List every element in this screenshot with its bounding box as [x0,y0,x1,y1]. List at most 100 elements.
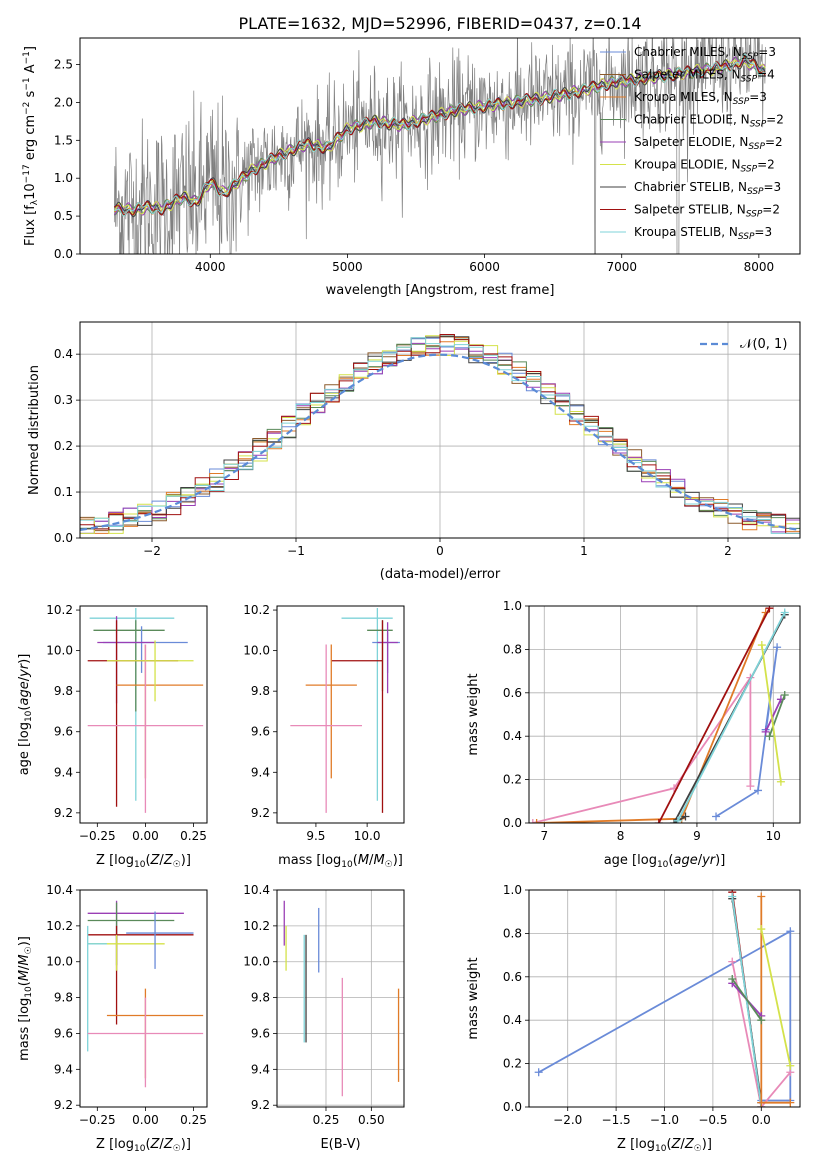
label-part: SSP [738,232,755,242]
x-tick-label: −1 [287,544,305,558]
model-line-salpeter_elodie [113,56,766,216]
label-part: −1 [22,77,32,90]
label-part: −17 [22,164,32,183]
weight-marker-salpeter_stelib [654,819,663,823]
weight-line-kroupa_stelib [731,896,763,1107]
label-part: / [698,853,703,868]
y-tick-label: 0.2 [503,773,522,787]
y-tick-label: 1.0 [503,883,522,897]
x-axis-label: Z [log10(Z/Z☉)] [96,853,191,870]
weight-marker-chabrier_miles [773,643,782,652]
x-tick-label: −0.5 [698,1113,727,1127]
y-tick-label: 0.4 [503,729,522,743]
weight-marker-chabrier_elodie [728,974,737,983]
x-tick-label: 0 [436,544,444,558]
label-part: SSP [742,52,759,62]
x-tick-label: 7000 [606,260,637,274]
model-line-kroupa_stelib [114,53,766,217]
y-tick-label: 10.0 [46,644,73,658]
label-part: =2 [757,158,775,172]
label-part: 10 [657,860,669,870]
label-part: )] [181,1137,191,1152]
label-part: )] [17,654,32,664]
legend-label: Kroupa ELODIE, NSSP=2 [634,158,775,175]
label-part: Kroupa MILES, N [634,90,733,104]
x-tick-label: 1 [580,544,588,558]
y-tick-label: 10.2 [243,919,270,933]
x-axis-label: age [log10(age/yr)] [604,853,726,870]
label-part: Salpeter STELIB, N [634,203,746,217]
label-part: / [369,853,374,868]
axes-frame [79,605,208,824]
weight-marker-chabrier_miles [712,812,721,821]
label-part: 10 [24,986,34,998]
y-tick-label: 0.8 [503,926,522,940]
x-tick-label: 0.25 [313,1113,340,1127]
y-tick-label: 2.0 [54,95,73,109]
plot-area-weight_vs_Z [529,890,800,1107]
label-part: )] [17,936,32,946]
label-part: Z [684,1137,695,1152]
label-part: age [17,681,32,705]
weight-marker-chabrier_miles [534,1068,543,1077]
label-part: Flux [f [23,205,38,246]
y-tick-label: 9.8 [251,991,270,1005]
label-part: yr [701,853,717,868]
label-part: yr [17,662,32,678]
y-axis-label: mass weight [466,957,481,1039]
label-part: )] [715,853,725,868]
label-part: ☉ [385,860,393,870]
label-part: )] [393,853,403,868]
weight-marker-kroupa_stelib [728,892,737,901]
histogram-kroupa_stelib [80,337,800,534]
panel-mass_vs_Z: −0.25 0.00 0.25 9.2 9.4 9.6 9.8 10.0 10.2 10.4 Z [… [17,883,208,1154]
label-part: Z [163,853,174,868]
legend-label: Chabrier ELODIE, NSSP=2 [634,113,784,130]
label-part: =2 [766,113,784,127]
x-axis-label: E(B-V) [320,1137,360,1152]
weight-marker-chabrier_miles [786,927,795,936]
x-axis-label: Z [log10(Z/Z☉)] [96,1137,191,1154]
x-tick-label: 0.25 [180,1113,207,1127]
axes-frame [79,889,208,1108]
weight-line-kroupa_elodie [760,928,792,1066]
label-part: Kroupa ELODIE, N [634,158,741,172]
panel-spectrum: 4000 5000 6000 7000 8000 0.0 0.5 1.0 1.5 2.0 2.5 wa… [22,37,801,298]
y-tick-label: 9.2 [251,1098,270,1112]
label-part: Chabrier STELIB, N [634,180,747,194]
label-part: =4 [757,68,775,82]
label-part: λ [30,199,40,205]
axes-frame [79,321,801,539]
x-tick-label: 9 [693,829,701,843]
y-tick-label: 0.0 [503,1100,522,1114]
label-part: Chabrier MILES, N [634,45,742,59]
y-tick-label: 10.2 [46,603,73,617]
label-part: M [17,970,32,981]
y-tick-label: 0.6 [503,686,522,700]
y-tick-label: 0.3 [54,393,73,407]
label-part: E(B-V) [320,1137,360,1152]
y-tick-label: 1.0 [503,599,522,613]
label-part: 10 [134,860,146,870]
x-tick-label: 4000 [195,260,226,274]
x-tick-label: −0.25 [79,1113,116,1127]
plot-area-age_vs_Z [87,608,204,813]
y-tick-label: 9.8 [54,991,73,1005]
y-tick-label: 9.6 [251,725,270,739]
plot-area-spectrum [113,38,766,254]
y-tick-label: 10.2 [46,919,73,933]
y-tick-label: 2.5 [54,58,73,72]
axes-frame [276,889,405,1108]
x-tick-label: 5000 [332,260,363,274]
label-part: Z [150,1137,161,1152]
plot-area-residual_hist [80,322,800,538]
label-part: erg cm [23,115,38,164]
label-part: Kroupa STELIB, N [634,225,738,239]
panels: 4000 5000 6000 7000 8000 0.0 0.5 1.0 1.5 2.0 2.5 wa… [17,37,801,1154]
y-tick-label: 0.1 [54,485,73,499]
figure-title: PLATE=1632, MJD=52996, FIBERID=0437, z=0… [238,14,641,33]
label-part: / [17,676,32,681]
label-part: =3 [764,180,782,194]
label-part: ( [353,853,358,868]
y-tick-label: 9.4 [251,765,270,779]
